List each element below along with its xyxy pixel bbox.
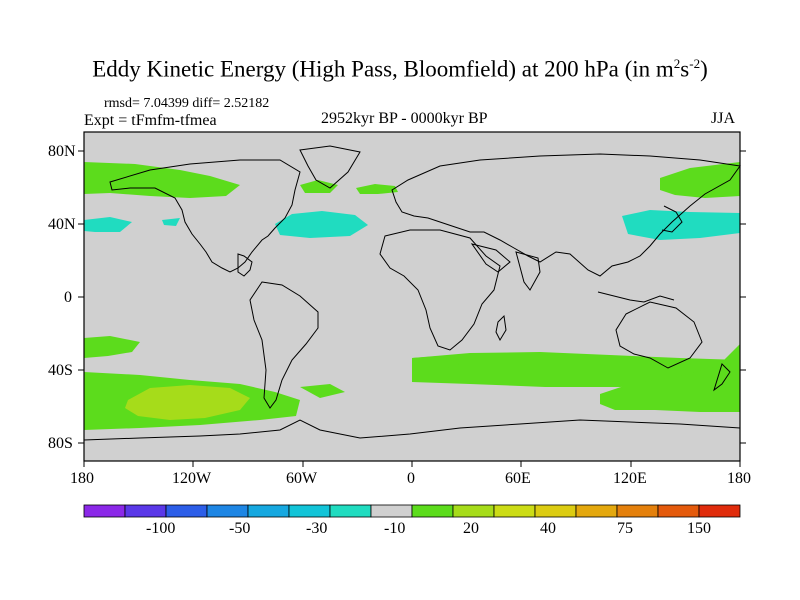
anomaly-positive-south-atlantic — [300, 384, 345, 398]
coastline-arabia — [470, 243, 511, 273]
anomaly-negative-atlantic — [275, 211, 368, 238]
colorbar-swatch — [534, 504, 577, 518]
anomaly-positive-south-indian-ocean — [412, 356, 460, 371]
chart-title: Eddy Kinetic Energy (High Pass, Bloomfie… — [92, 56, 708, 82]
anomaly-positive-southern-ocean — [412, 352, 740, 387]
coastline-india — [515, 251, 541, 291]
lat-tick-80n: 80N — [48, 143, 76, 160]
anomaly-regions — [84, 162, 740, 430]
anomaly-negative-pacific-east — [84, 217, 132, 232]
experiment-label: Expt = tFmfm-tfmea — [84, 112, 217, 129]
stats-label: rmsd= 7.04399 diff= 2.52182 — [104, 96, 270, 111]
anomaly-positive-europe — [356, 184, 398, 194]
coastlines — [83, 145, 741, 441]
axis-ticks — [78, 150, 746, 467]
coastline-gulf — [237, 253, 253, 277]
coastline-antarctica — [83, 419, 741, 441]
period-label: 2952kyr BP - 0000kyr BP — [321, 110, 488, 127]
anomaly-positive-southern-pacific-east — [84, 336, 140, 358]
colorbar-label: 150 — [687, 520, 711, 537]
colorbar-swatch — [83, 504, 126, 518]
colorbar-swatch — [124, 504, 167, 518]
lon-tick-60e: 60E — [505, 470, 531, 487]
lon-tick-120e: 120E — [613, 470, 647, 487]
season-label: JJA — [711, 110, 736, 127]
lon-tick-180e: 180 — [727, 470, 751, 487]
anomaly-positive-north-atlantic — [300, 180, 338, 193]
anomaly-positive-north-pacific-west — [660, 162, 740, 198]
colorbar-label: -10 — [384, 520, 406, 537]
colorbar-swatch — [329, 504, 372, 518]
colorbar-swatch — [288, 504, 331, 518]
coastline-madagascar — [495, 314, 507, 342]
anomaly-positive-tasman — [600, 344, 740, 412]
colorbar-label: 20 — [463, 520, 479, 537]
colorbar-swatch — [206, 504, 249, 518]
coastline-north-america — [109, 159, 301, 273]
colorbar-label: -50 — [229, 520, 251, 537]
colorbar — [83, 504, 741, 518]
lon-tick-0: 0 — [407, 470, 415, 487]
anomaly-positive-south-pacific-core — [125, 385, 250, 420]
colorbar-swatch — [247, 504, 290, 518]
coastline-south-america — [249, 281, 319, 409]
coastline-new-zealand — [713, 363, 731, 392]
anomaly-negative-pacific-small — [162, 218, 180, 226]
lat-tick-0: 0 — [64, 289, 72, 306]
colorbar-swatch — [370, 504, 413, 518]
lat-tick-40n: 40N — [48, 216, 76, 233]
colorbar-swatch — [698, 504, 741, 518]
anomaly-negative-west-pacific — [622, 210, 740, 240]
lon-tick-120w: 120W — [172, 470, 212, 487]
coastline-indonesia — [597, 291, 675, 303]
colorbar-swatch — [493, 504, 536, 518]
colorbar-label: -30 — [306, 520, 328, 537]
lon-tick-60w: 60W — [286, 470, 318, 487]
colorbar-label: 40 — [540, 520, 556, 537]
coastline-greenland — [299, 145, 361, 189]
colorbar-swatch — [452, 504, 495, 518]
colorbar-label: -100 — [146, 520, 176, 537]
coastline-japan — [661, 205, 683, 233]
lat-tick-40s: 40S — [48, 362, 73, 379]
lon-tick-180w: 180 — [70, 470, 94, 487]
colorbar-swatch — [411, 504, 454, 518]
colorbar-label: 75 — [617, 520, 633, 537]
coastline-australia — [615, 301, 703, 369]
colorbar-swatch — [616, 504, 659, 518]
colorbar-swatch — [657, 504, 700, 518]
coastline-africa — [379, 229, 501, 351]
colorbar-swatch — [165, 504, 208, 518]
lat-tick-80s: 80S — [48, 435, 73, 452]
coastline-europe-asia — [391, 153, 741, 277]
colorbar-swatch — [575, 504, 618, 518]
